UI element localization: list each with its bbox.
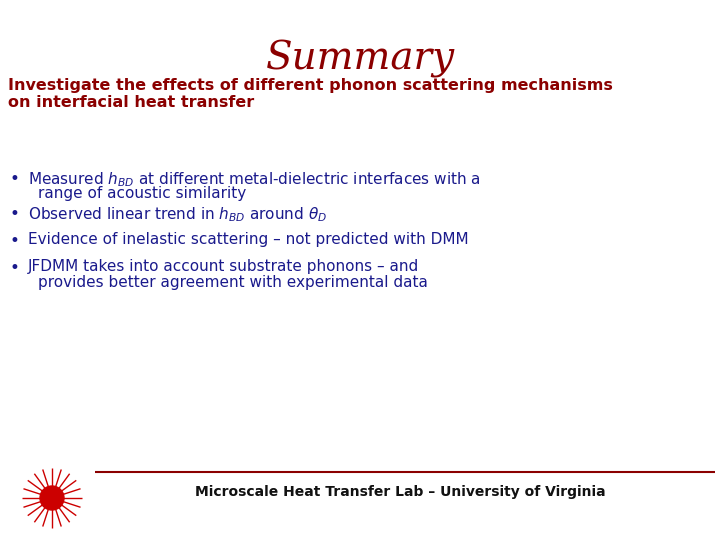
- Text: on interfacial heat transfer: on interfacial heat transfer: [8, 95, 254, 110]
- Circle shape: [40, 486, 64, 510]
- Text: Investigate the effects of different phonon scattering mechanisms: Investigate the effects of different pho…: [8, 78, 613, 93]
- Text: Summary: Summary: [266, 40, 454, 78]
- Text: •: •: [10, 205, 20, 223]
- Text: range of acoustic similarity: range of acoustic similarity: [38, 186, 246, 201]
- Text: Observed linear trend in $h_{BD}$ around $\theta_{D}$: Observed linear trend in $h_{BD}$ around…: [28, 205, 327, 224]
- Text: •: •: [10, 232, 20, 250]
- Text: Measured $h_{BD}$ at different metal-dielectric interfaces with a: Measured $h_{BD}$ at different metal-die…: [28, 170, 481, 188]
- Text: •: •: [10, 170, 20, 188]
- Text: JFDMM takes into account substrate phonons – and: JFDMM takes into account substrate phono…: [28, 259, 419, 274]
- Text: Evidence of inelastic scattering – not predicted with DMM: Evidence of inelastic scattering – not p…: [28, 232, 469, 247]
- Text: Microscale Heat Transfer Lab – University of Virginia: Microscale Heat Transfer Lab – Universit…: [194, 485, 606, 499]
- Text: •: •: [10, 259, 20, 277]
- Text: provides better agreement with experimental data: provides better agreement with experimen…: [38, 275, 428, 290]
